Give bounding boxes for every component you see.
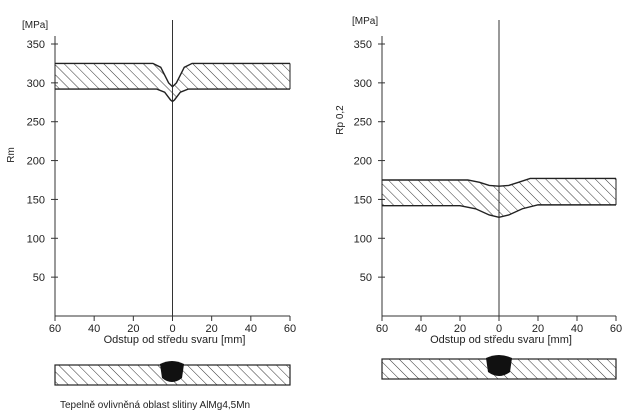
chart0-y-tick-label: 100 [27,233,45,245]
chart0-x-tick-label: 40 [245,323,257,335]
chart0-x-axis-label: Odstup od středu svaru [mm] [104,334,246,346]
chart1-y-unit: [MPa] [352,16,378,27]
chart0-x-tick-label: 0 [169,323,175,335]
weld-bead-right [486,355,512,376]
chart1-x-tick-label: 40 [571,323,583,335]
chart0-x-tick-label: 40 [88,323,100,335]
chart1-band [382,178,616,218]
chart0-upper-line [55,62,290,88]
chart0-x-tick-label: 20 [127,323,139,335]
chart0-y-tick-label: 300 [27,78,45,90]
chart1-y-tick-label: 150 [354,194,372,206]
chart0-lower-line [55,88,290,103]
figure-caption: Tepelně ovlivněná oblast slitiny AlMg4,5… [60,400,250,411]
chart1-x-axis-label: Odstup od středu svaru [mm] [430,334,572,346]
chart1-y-tick-label: 300 [354,78,372,90]
chart0-y-tick-label: 200 [27,156,45,168]
chart1-x-tick-label: 0 [496,323,502,335]
chart0-y-axis-label: Rm [6,147,17,163]
chart0-x-tick-label: 60 [284,323,296,335]
chart1-y-tick-label: 250 [354,117,372,129]
chart0-band [55,63,290,102]
chart0-y-tick-label: 150 [27,194,45,206]
chart1-x-tick-label: 20 [532,323,544,335]
chart0-x-tick-label: 60 [49,323,61,335]
weld-section-left [54,361,291,386]
chart0-x-tick-label: 20 [206,323,218,335]
chart1-y-tick-label: 100 [354,233,372,245]
chart1-y-axis-label: Rp 0,2 [335,105,346,135]
chart1-y-tick-label: 200 [354,156,372,168]
chart0-y-tick-label: 350 [27,39,45,51]
weld-section-right [381,355,617,380]
chart1-lower-line [382,204,616,219]
chart1-y-tick-label: 50 [360,272,372,284]
chart0-y-tick-label: 50 [33,272,45,284]
chart1-x-tick-label: 60 [376,323,388,335]
chart1-y-tick-label: 350 [354,39,372,51]
chart0-y-tick-label: 250 [27,117,45,129]
weld-bead-left [160,361,184,382]
chart0-y-unit: [MPa] [22,20,48,31]
chart1-x-tick-label: 20 [454,323,466,335]
chart1-x-tick-label: 40 [415,323,427,335]
chart1-upper-line [382,177,616,187]
chart1-x-tick-label: 60 [610,323,622,335]
